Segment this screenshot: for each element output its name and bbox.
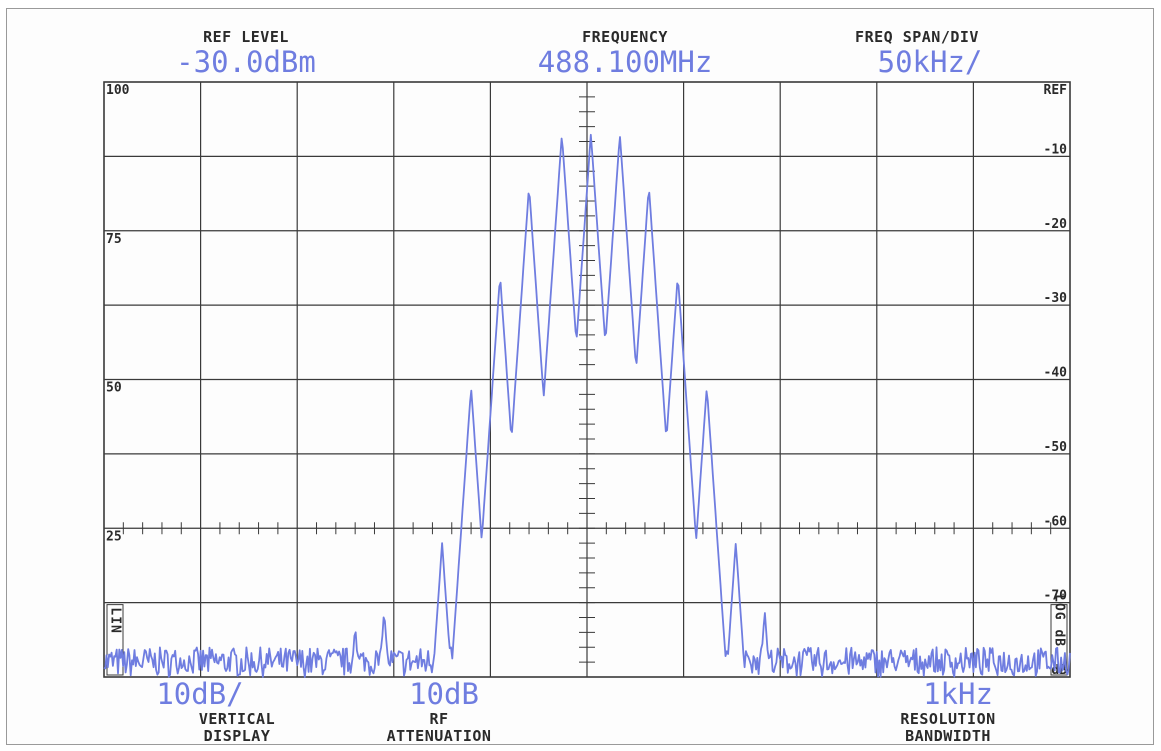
frequency-value: 488.100MHz: [537, 45, 713, 79]
frequency-label: FREQUENCY: [582, 28, 668, 46]
right-tick-label: -60: [1044, 514, 1068, 529]
right-tick-label: -30: [1044, 291, 1068, 306]
right-tick-label: -40: [1044, 366, 1068, 381]
attenuation-label: ATTENUATION: [386, 727, 492, 745]
rbw-value: 1kHz: [923, 677, 993, 711]
bandwidth-label: BANDWIDTH: [905, 727, 991, 745]
span-label: FREQ SPAN/DIV: [855, 28, 979, 46]
right-tick-label: REF: [1044, 83, 1068, 98]
rf-attenuation-value: 10dB: [409, 677, 479, 711]
right-tick-label: -70: [1044, 589, 1068, 604]
ref-level-value: -30.0dBm: [176, 45, 316, 79]
left-tick-label: 50: [106, 381, 122, 396]
resolution-label: RESOLUTION: [900, 710, 996, 728]
left-tick-label: 25: [106, 529, 122, 544]
vertical-scale-value: 10dB/: [156, 677, 244, 711]
lin-mode-label: LIN: [108, 607, 123, 633]
rf-label: RF: [429, 710, 449, 728]
right-tick-label: -50: [1044, 440, 1068, 455]
vertical-label: VERTICAL: [198, 710, 276, 728]
analyzer-display: [6, 8, 1154, 745]
log-mode-label: LOG dB: [1052, 594, 1067, 647]
display-label: DISPLAY: [203, 727, 271, 745]
left-tick-label: 75: [106, 232, 122, 247]
span-value: 50kHz/: [877, 45, 983, 79]
right-tick-label: -20: [1044, 217, 1068, 232]
left-tick-label: 100: [106, 83, 130, 98]
ref-level-label: REF LEVEL: [203, 28, 289, 46]
log-mode-box: [1050, 604, 1068, 676]
right-tick-label: -10: [1044, 142, 1068, 157]
spectrum-trace: [103, 133, 1071, 678]
lin-mode-box: [106, 604, 124, 676]
